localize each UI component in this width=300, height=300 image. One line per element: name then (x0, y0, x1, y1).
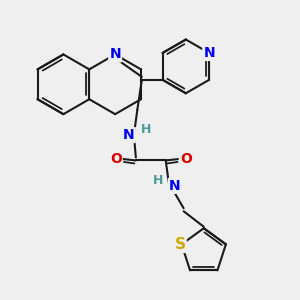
Text: N: N (203, 46, 215, 60)
Text: N: N (123, 128, 135, 142)
Text: H: H (140, 123, 151, 136)
Text: N: N (169, 179, 181, 193)
Text: H: H (153, 174, 164, 187)
Text: N: N (109, 47, 121, 61)
Text: S: S (175, 237, 186, 252)
Text: O: O (110, 152, 122, 166)
Text: O: O (180, 152, 192, 166)
